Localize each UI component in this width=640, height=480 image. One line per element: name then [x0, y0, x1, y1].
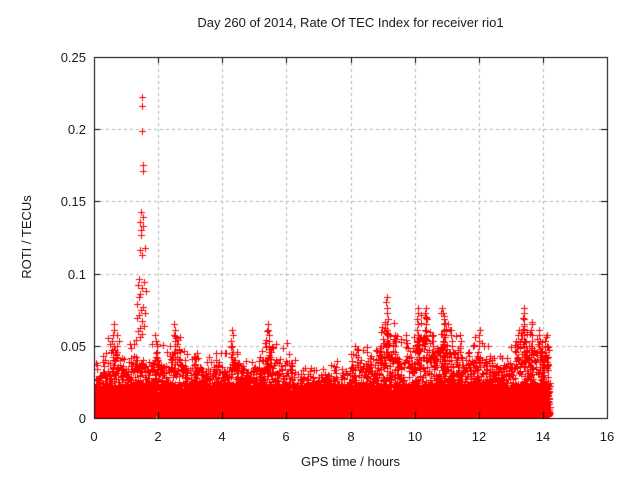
chart-title: Day 260 of 2014, Rate Of TEC Index for r… [197, 15, 504, 30]
x-tick-label: 12 [471, 429, 487, 444]
x-tick-label: 6 [282, 429, 290, 444]
y-axis-label: ROTI / TECUs [19, 195, 34, 279]
y-tick-label: 0.05 [60, 339, 86, 354]
x-tick-label: 0 [90, 429, 98, 444]
x-tick-label: 10 [407, 429, 423, 444]
x-tick-label: 16 [599, 429, 615, 444]
x-axis-label: GPS time / hours [301, 454, 400, 469]
x-tick-label: 4 [218, 429, 226, 444]
y-tick-label: 0.1 [67, 267, 86, 282]
y-tick-label: 0.2 [67, 122, 86, 137]
y-tick-label: 0 [78, 411, 86, 426]
x-tick-label: 14 [535, 429, 551, 444]
x-tick-label: 2 [154, 429, 162, 444]
y-tick-label: 0.25 [60, 50, 86, 65]
y-tick-label: 0.15 [60, 194, 86, 209]
x-tick-label: 8 [347, 429, 355, 444]
